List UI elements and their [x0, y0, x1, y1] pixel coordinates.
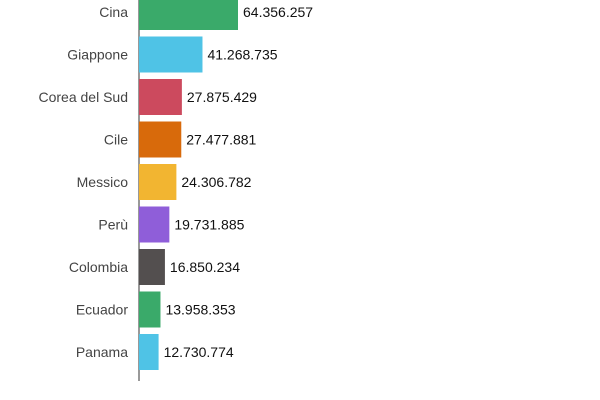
value-label: 27.477.881 [186, 132, 256, 148]
labels-layer: Cina 64.356.257 Giappone 41.268.735 Corea de… [38, 4, 313, 360]
category-label: Perù [98, 217, 128, 233]
value-label: 64.356.257 [243, 4, 313, 20]
bar [139, 0, 238, 30]
value-label: 19.731.885 [174, 217, 244, 233]
category-label: Ecuador [76, 302, 128, 318]
bar [139, 291, 161, 328]
value-label: 27.875.429 [187, 89, 257, 105]
bar [139, 206, 170, 243]
category-label: Cile [104, 132, 128, 148]
value-label: 12.730.774 [164, 344, 234, 360]
bar [139, 249, 165, 285]
category-label: Colombia [69, 259, 128, 275]
value-label: 41.268.735 [207, 47, 277, 63]
bar [139, 334, 159, 370]
category-label: Cina [99, 4, 128, 20]
bar [139, 79, 182, 115]
bar [139, 164, 177, 200]
value-label: 13.958.353 [165, 302, 235, 318]
category-label: Panama [76, 344, 128, 360]
category-label: Corea del Sud [38, 89, 128, 105]
bar [139, 36, 203, 73]
bars-layer [139, 0, 238, 370]
bar [139, 121, 182, 158]
category-label: Giappone [67, 47, 128, 63]
category-label: Messico [77, 174, 129, 190]
value-label: 16.850.234 [170, 259, 240, 275]
value-label: 24.306.782 [181, 174, 251, 190]
